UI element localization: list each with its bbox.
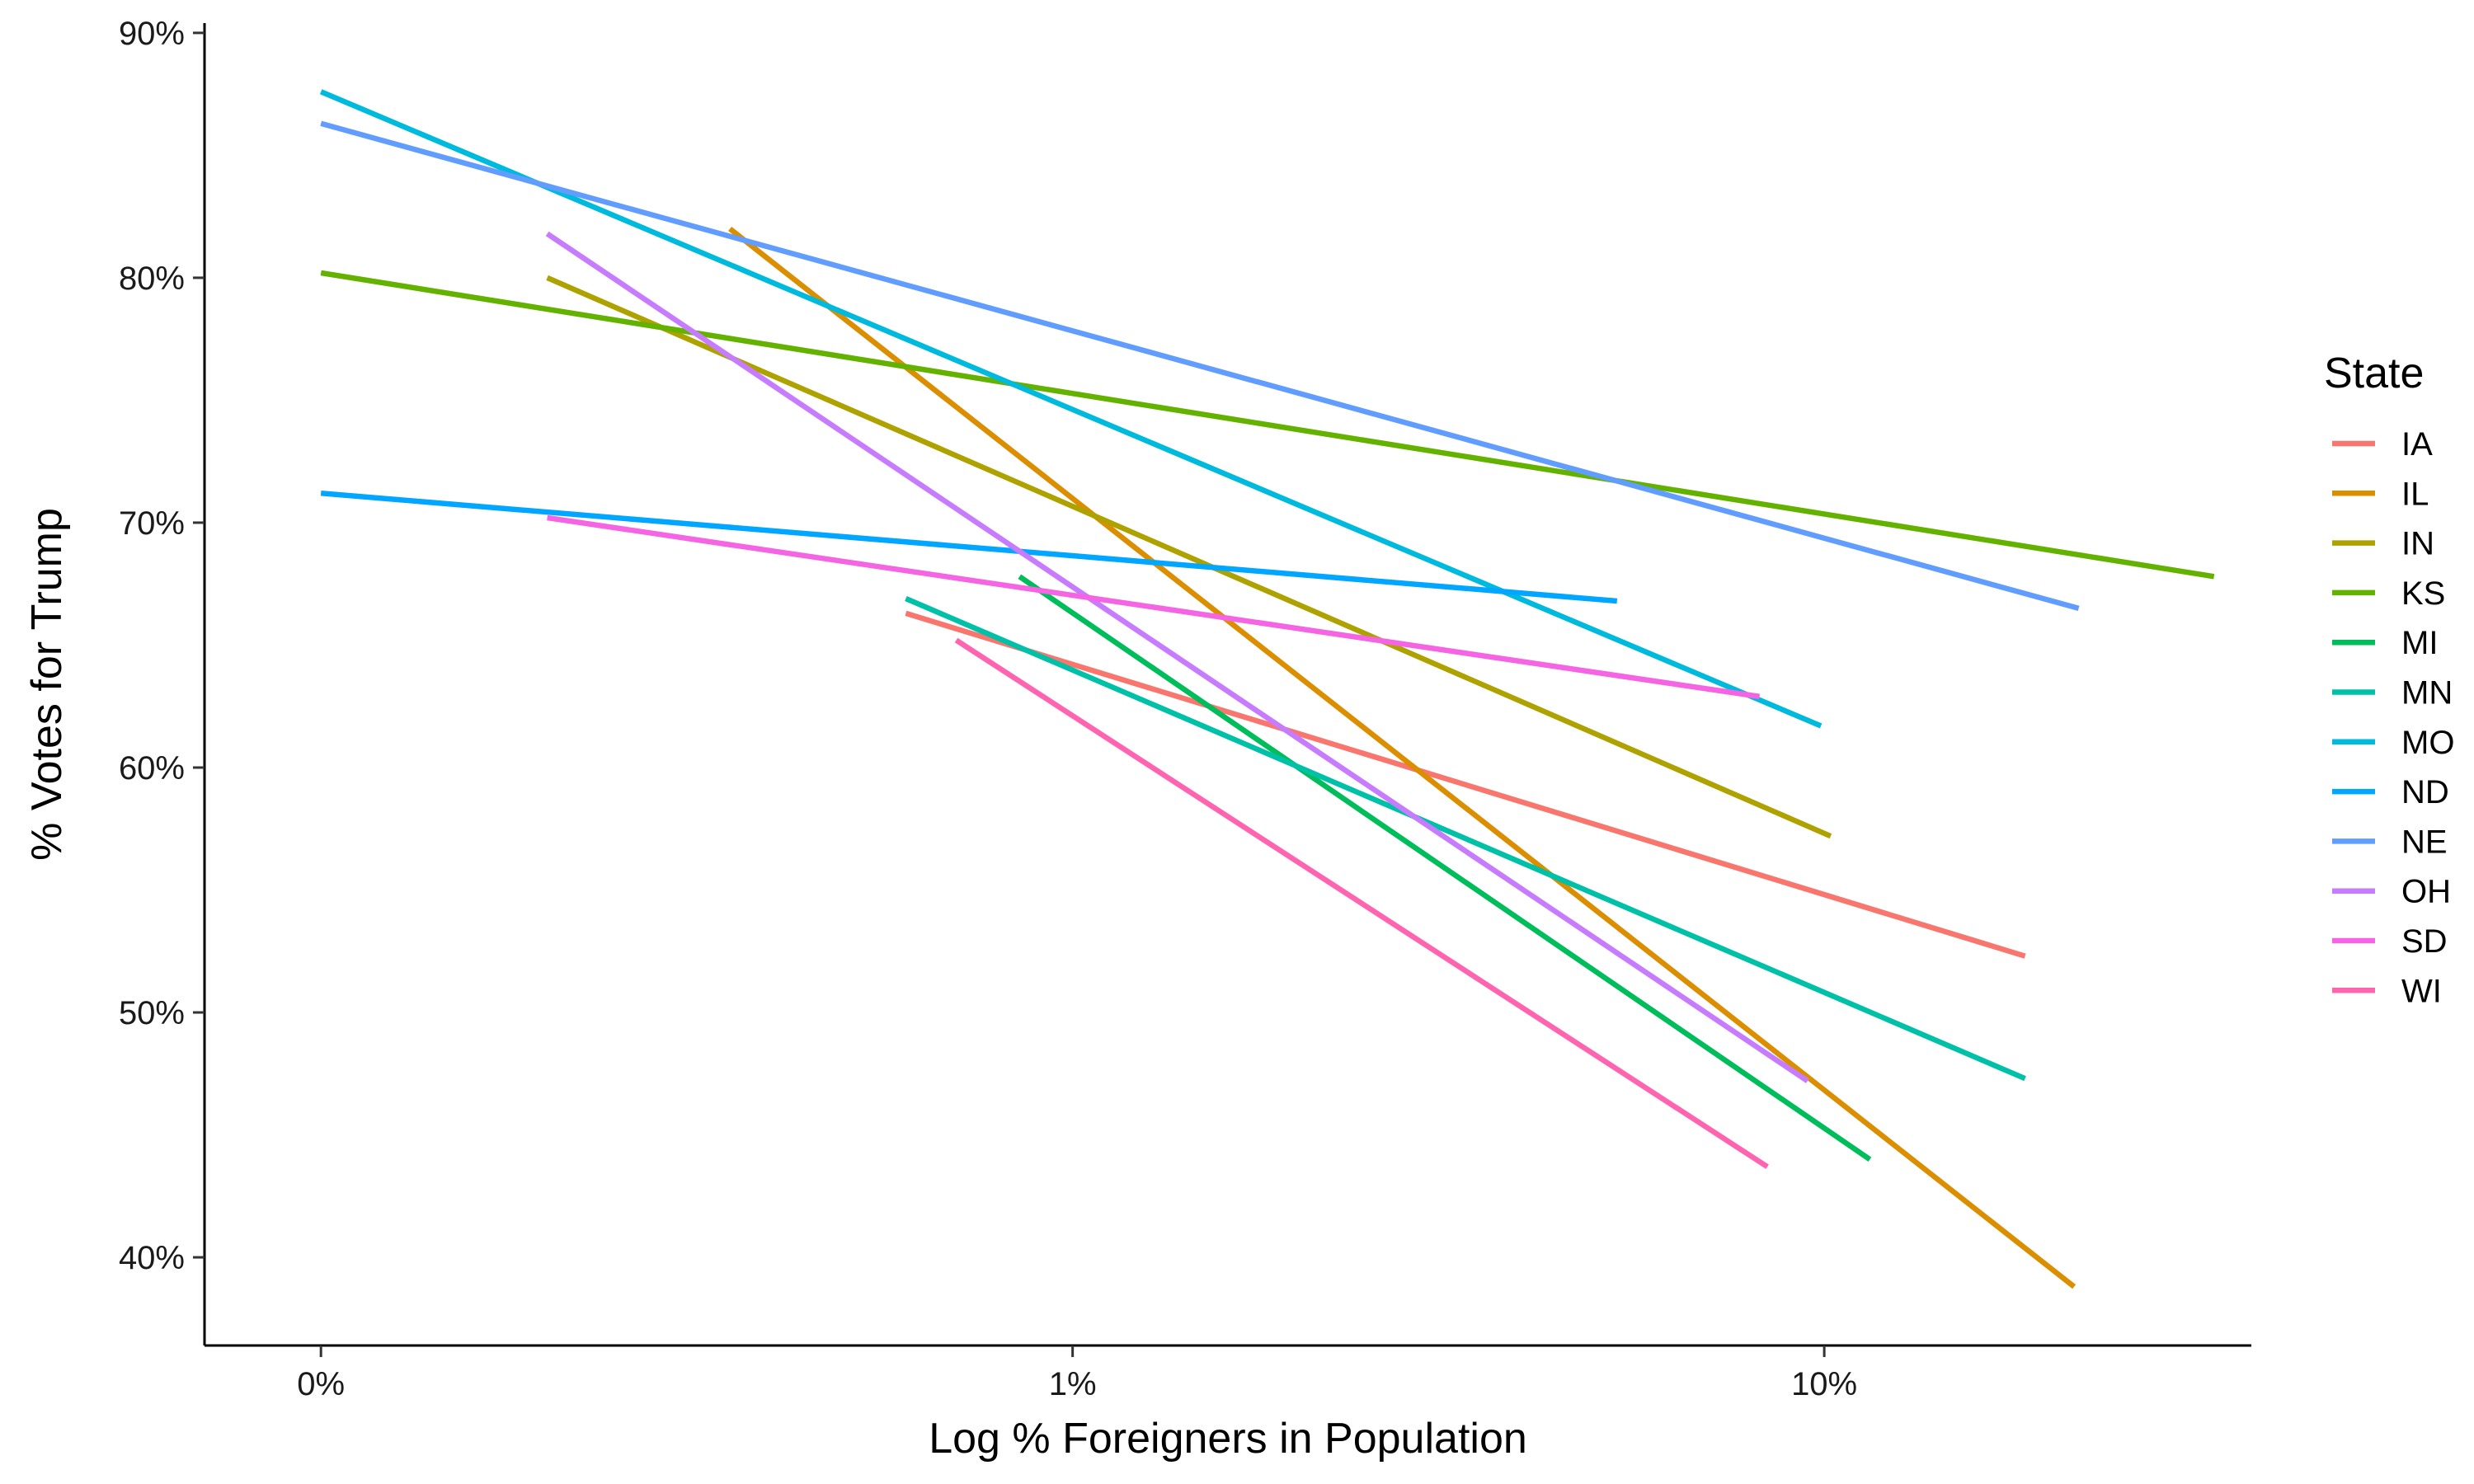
y-tick-label: 60%	[119, 750, 185, 787]
legend-items: IA IL IN KS MI MN MO ND NE OH SD WI	[2332, 426, 2454, 1009]
series-lines	[319, 89, 2215, 1289]
series-line-wi	[954, 637, 1769, 1169]
series-line-ia	[905, 610, 2026, 959]
legend-label-il: IL	[2401, 476, 2429, 512]
x-tick-label: 0%	[297, 1366, 345, 1402]
series-line-sd	[547, 514, 1761, 700]
series-line-ks	[320, 270, 2215, 580]
series-line-oh	[545, 231, 1809, 1083]
series-line-in	[546, 275, 1832, 839]
series-line-mn	[905, 596, 2026, 1082]
series-line-ne	[320, 120, 2080, 612]
x-tick-label: 10%	[1791, 1366, 1857, 1402]
x-tick-label: 1%	[1049, 1366, 1097, 1402]
y-axis-ticks: 40% 50% 60% 70% 80% 90%	[119, 16, 205, 1276]
legend-label-in: IN	[2401, 526, 2434, 562]
series-line-il	[728, 226, 2077, 1289]
legend-label-sd: SD	[2401, 923, 2448, 960]
legend-label-mi: MI	[2401, 625, 2438, 661]
y-tick-label: 40%	[119, 1240, 185, 1276]
legend-label-ks: KS	[2401, 575, 2445, 612]
series-line-mi	[1018, 574, 1872, 1162]
series-line-mo	[319, 89, 1823, 729]
y-tick-label: 70%	[119, 505, 185, 542]
y-tick-label: 90%	[119, 16, 185, 52]
legend-label-wi: WI	[2401, 973, 2442, 1009]
x-axis-title: Log % Foreigners in Population	[929, 1415, 1527, 1463]
legend-label-ne: NE	[2401, 824, 2448, 860]
y-axis-title: % Votes for Trump	[23, 508, 71, 861]
legend-label-nd: ND	[2401, 774, 2449, 810]
legend-title: State	[2324, 350, 2424, 397]
x-axis-ticks: 0% 1% 10%	[297, 1345, 1857, 1402]
series-line-nd	[320, 491, 1618, 604]
legend-label-ia: IA	[2401, 426, 2433, 463]
legend-label-mo: MO	[2401, 725, 2454, 761]
legend-label-oh: OH	[2401, 874, 2451, 910]
legend-label-mn: MN	[2401, 675, 2453, 711]
y-tick-label: 50%	[119, 995, 185, 1031]
legend: State IA IL IN KS MI MN MO ND NE OH SD WI	[2324, 350, 2454, 1009]
y-tick-label: 80%	[119, 261, 185, 297]
axes	[203, 23, 2251, 1347]
